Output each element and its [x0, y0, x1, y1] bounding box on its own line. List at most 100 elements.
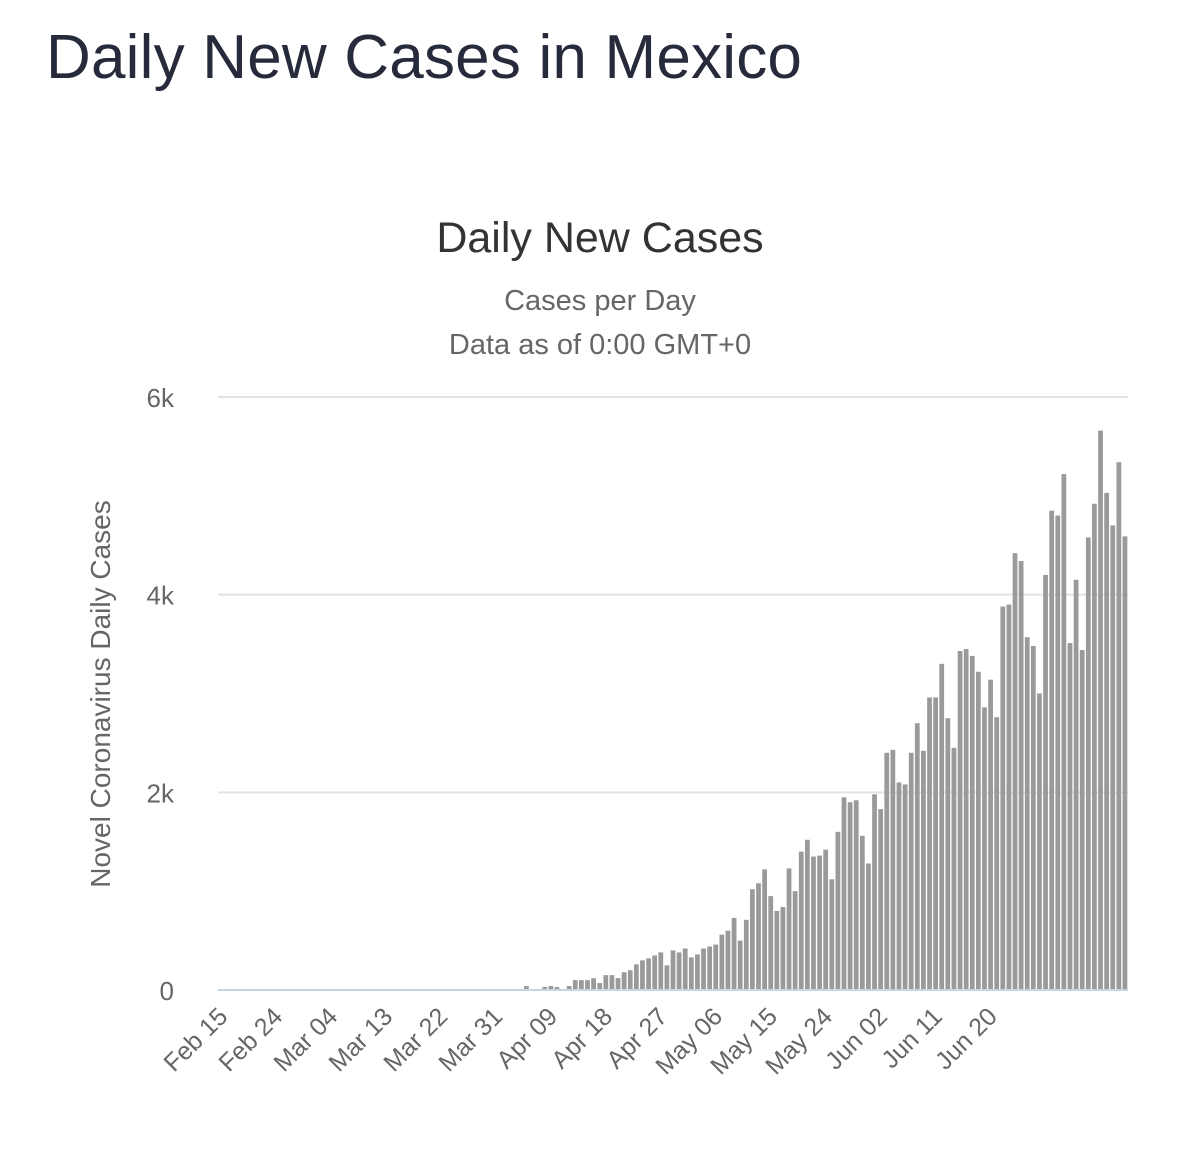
daily-cases-bar	[682, 948, 688, 990]
daily-cases-bar	[591, 978, 596, 990]
daily-cases-bar	[835, 831, 841, 990]
daily-cases-bar	[615, 978, 621, 990]
chart-subtitle-data-as-of: Data as of 0:00 GMT+0	[449, 329, 751, 361]
daily-cases-bar	[756, 883, 761, 990]
daily-cases-bar	[1000, 606, 1006, 990]
x-tick-label: Jun 02	[820, 1002, 893, 1075]
daily-cases-bar	[585, 980, 590, 990]
daily-cases-bar	[866, 863, 871, 990]
daily-cases-bar	[646, 958, 651, 990]
daily-cases-bar	[957, 651, 963, 990]
daily-cases-bar	[804, 839, 810, 990]
daily-cases-bar	[640, 960, 645, 990]
daily-cases-bar	[798, 851, 804, 990]
daily-cases-bar	[707, 946, 713, 990]
daily-cases-bar	[1092, 503, 1097, 990]
daily-cases-bar	[994, 717, 1000, 990]
daily-cases-bar	[1012, 553, 1018, 990]
daily-cases-bar	[1049, 510, 1055, 990]
daily-cases-bar	[780, 906, 786, 990]
daily-cases-bar	[896, 782, 902, 990]
daily-cases-bar	[859, 835, 865, 990]
daily-cases-bar	[1098, 430, 1103, 991]
daily-cases-bar	[658, 952, 664, 990]
daily-cases-bar	[1037, 693, 1042, 990]
y-tick-label: 2k	[147, 778, 175, 808]
daily-cases-bar	[829, 879, 835, 990]
x-tick-label: Apr 18	[546, 1002, 618, 1074]
chart-subtitle-cases-per-day: Cases per Day	[504, 285, 696, 317]
daily-cases-bar	[750, 889, 755, 990]
daily-cases-bar	[823, 849, 829, 990]
daily-cases-bar	[914, 723, 920, 990]
daily-cases-bar	[841, 797, 847, 990]
daily-cases-bar	[731, 917, 737, 990]
daily-cases-bar	[951, 747, 957, 990]
daily-cases-bar	[621, 972, 627, 990]
daily-cases-bar	[988, 679, 993, 990]
daily-cases-bar	[908, 752, 914, 990]
daily-cases-bar	[902, 784, 908, 990]
daily-cases-bar	[579, 980, 584, 990]
daily-cases-bar	[1116, 462, 1122, 991]
daily-cases-bar	[853, 800, 859, 990]
daily-cases-bar	[890, 749, 896, 990]
daily-cases-bar	[603, 975, 609, 990]
daily-cases-bar	[933, 697, 938, 990]
daily-cases-bar	[572, 980, 578, 990]
daily-cases-bar	[627, 970, 633, 990]
x-tick-label: Jun 20	[930, 1002, 1003, 1075]
daily-cases-bar	[1073, 579, 1079, 990]
daily-cases-bar	[1079, 650, 1085, 990]
daily-cases-bar	[597, 983, 603, 990]
daily-cases-bar	[688, 957, 694, 990]
daily-cases-bar	[1085, 537, 1091, 990]
daily-cases-bar	[609, 975, 615, 990]
daily-cases-bar	[921, 750, 926, 990]
daily-cases-bar	[1104, 492, 1109, 990]
daily-cases-bar	[1122, 536, 1128, 990]
daily-cases-bar	[719, 934, 725, 990]
daily-cases-bar	[811, 856, 816, 990]
daily-cases-bar	[975, 671, 981, 990]
daily-cases-bar	[548, 986, 554, 990]
daily-cases-bar	[963, 649, 969, 990]
daily-cases-bar	[664, 965, 670, 990]
daily-cases-bar	[554, 987, 560, 990]
daily-cases-bar	[817, 855, 822, 990]
daily-cases-bar	[633, 964, 639, 990]
daily-cases-bar	[701, 948, 706, 990]
page-heading: Daily New Cases in Mexico	[46, 23, 803, 92]
daily-cases-bar	[884, 752, 890, 990]
daily-cases-bar	[945, 718, 951, 990]
daily-cases-bar	[676, 952, 682, 990]
daily-cases-bar	[743, 919, 749, 990]
x-tick-label: Apr 09	[491, 1002, 563, 1074]
daily-cases-bar	[670, 950, 676, 990]
daily-cases-bar	[713, 944, 719, 990]
bars	[524, 430, 1128, 991]
daily-cases-bar	[1006, 604, 1012, 990]
daily-cases-bar	[725, 930, 731, 990]
daily-cases-bar	[1018, 561, 1024, 990]
y-tick-label: 4k	[147, 581, 175, 611]
daily-cases-bar	[786, 868, 792, 990]
daily-cases-bar	[737, 940, 743, 990]
y-axis-label: Novel Coronavirus Daily Cases	[85, 500, 116, 887]
daily-cases-bar	[652, 955, 658, 990]
daily-cases-bar	[1110, 525, 1116, 990]
daily-cases-bar	[695, 954, 700, 990]
chart-title: Daily New Cases	[436, 214, 763, 262]
daily-cases-bar	[872, 794, 877, 990]
daily-cases-bar	[762, 869, 767, 990]
y-tick-label: 6k	[147, 383, 175, 413]
y-tick-label: 0	[160, 976, 174, 1006]
daily-cases-bar	[847, 802, 853, 990]
y-axis-ticks: 0 2k 4k 6k	[147, 383, 175, 1006]
daily-cases-bar	[792, 891, 798, 990]
daily-cases-bar	[1067, 643, 1073, 990]
daily-cases-bar	[927, 697, 932, 990]
